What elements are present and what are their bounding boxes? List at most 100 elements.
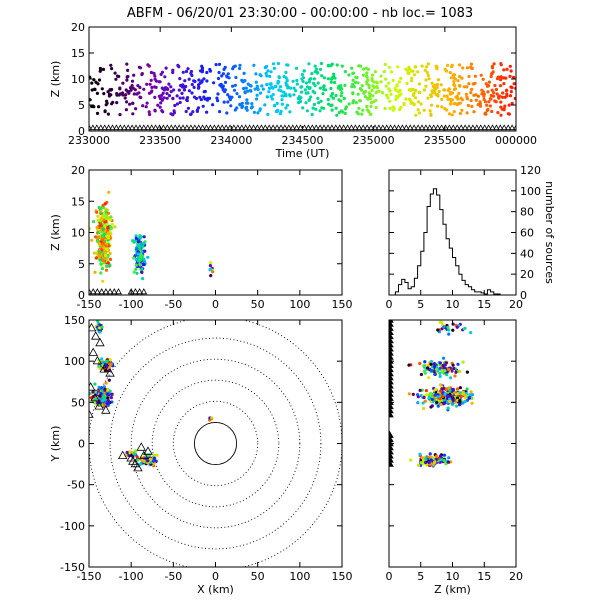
station-triangle (352, 124, 359, 131)
source-point (343, 83, 347, 87)
source-point (426, 366, 430, 370)
source-point (181, 70, 185, 74)
source-point (343, 107, 348, 111)
source-point (384, 84, 388, 88)
source-point (316, 81, 320, 85)
source-point (478, 102, 482, 106)
x-tick-label: 50 (251, 570, 265, 583)
source-point (134, 258, 138, 262)
source-point (382, 70, 386, 74)
source-point (123, 96, 127, 100)
source-point (469, 65, 473, 69)
source-point (459, 394, 463, 398)
station-triangle (426, 124, 433, 131)
source-point (288, 94, 292, 98)
source-point (235, 92, 239, 96)
title-date: 06/20/01 (176, 6, 234, 21)
station-triangle (102, 288, 110, 295)
source-point (273, 103, 277, 107)
source-point (286, 86, 290, 90)
source-point (453, 87, 458, 91)
source-point (373, 70, 377, 74)
source-point (312, 81, 316, 85)
station-triangle (94, 288, 101, 295)
source-point (216, 99, 220, 103)
source-point (289, 86, 293, 90)
source-point (452, 110, 456, 114)
source-point (149, 457, 153, 461)
source-point (426, 73, 430, 78)
source-point (367, 86, 371, 90)
source-point (483, 100, 488, 104)
source-point (469, 331, 473, 335)
station-triangle (128, 456, 138, 465)
source-point (121, 81, 125, 85)
source-point (252, 63, 256, 67)
x-tick-label: 20 (509, 298, 523, 311)
source-point (340, 87, 344, 91)
station-triangle (316, 124, 324, 131)
station-triangle (105, 368, 115, 377)
source-point (263, 103, 267, 107)
source-point (226, 72, 230, 76)
source-point (427, 461, 431, 465)
station-triangle (356, 124, 363, 131)
station-triangle (211, 124, 218, 131)
y-tick-label: 15 (71, 195, 85, 208)
y-tick-label: 10 (71, 227, 85, 240)
source-point (426, 62, 430, 66)
source-point (108, 218, 112, 222)
source-point (409, 69, 414, 73)
source-point (101, 214, 105, 218)
source-point (372, 80, 376, 84)
source-point (215, 96, 219, 100)
station-triangle (168, 124, 175, 131)
source-point (202, 95, 206, 99)
station-triangle (118, 450, 128, 460)
source-point (321, 92, 325, 96)
source-point (441, 356, 446, 360)
y-tick-label: 20 (71, 21, 85, 34)
source-point (314, 107, 318, 111)
source-point (414, 113, 418, 117)
source-point (308, 86, 312, 90)
source-point (278, 85, 282, 89)
source-point (134, 263, 138, 267)
source-point (221, 72, 225, 76)
source-point (294, 89, 298, 93)
source-point (297, 95, 301, 99)
source-point (503, 104, 507, 108)
station-triangle (273, 124, 281, 131)
source-point (140, 270, 144, 274)
source-point (107, 244, 111, 248)
source-point (490, 109, 494, 114)
source-point (385, 93, 389, 97)
source-point (422, 88, 426, 92)
source-point (131, 112, 135, 116)
source-point (485, 84, 490, 88)
source-point (318, 109, 322, 113)
source-point (337, 110, 341, 115)
station-triangle (399, 124, 406, 131)
station-triangle (301, 124, 308, 131)
source-point (175, 94, 179, 98)
source-point (423, 371, 427, 375)
source-point (436, 78, 440, 82)
source-point (484, 82, 488, 86)
source-point (364, 66, 368, 70)
source-point (178, 96, 182, 100)
source-point (358, 87, 362, 91)
source-point (118, 113, 122, 117)
source-point (434, 367, 439, 371)
source-point (202, 90, 206, 94)
source-point (208, 264, 212, 268)
source-point (124, 93, 128, 97)
source-point (106, 231, 110, 235)
station-triangle (348, 124, 355, 131)
source-point (307, 62, 311, 66)
source-point (427, 77, 431, 81)
source-point (473, 74, 477, 78)
source-point (440, 369, 444, 373)
source-point (164, 66, 168, 70)
source-point (189, 112, 193, 116)
